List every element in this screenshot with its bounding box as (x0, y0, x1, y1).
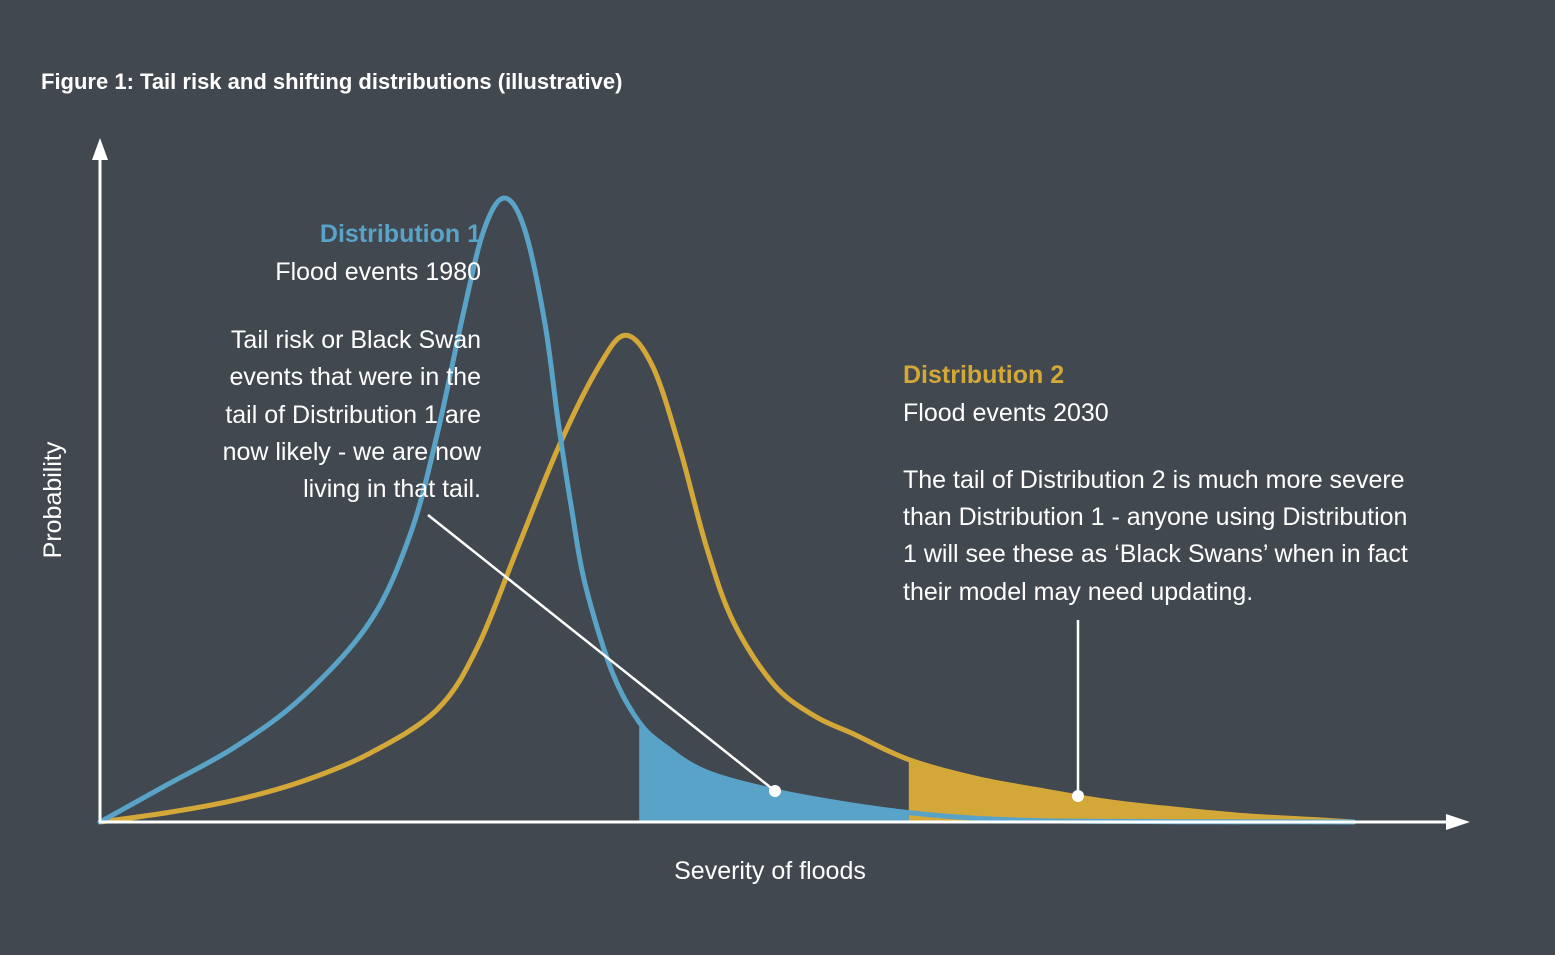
x-axis-label: Severity of floods (674, 857, 866, 885)
distribution-2-tail-shading (908, 759, 1354, 822)
annotation-2-line: their model may need updating. (903, 578, 1253, 606)
annotation-2-line: The tail of Distribution 2 is much more … (903, 466, 1405, 494)
annotation-2-leader-dot (1072, 790, 1084, 802)
distribution-1-subheading: Flood events 1980 (275, 258, 481, 286)
x-axis-arrow-icon (1446, 814, 1470, 830)
y-axis-arrow-icon (92, 138, 108, 160)
annotation-distribution-1: Distribution 1 Flood events 1980 Tail ri… (223, 220, 781, 797)
annotation-1-line: events that were in the (229, 363, 481, 391)
distribution-2-curve (97, 332, 1357, 825)
annotation-2-line: 1 will see these as ‘Black Swans’ when i… (903, 540, 1408, 568)
annotation-1-line: Tail risk or Black Swan (231, 326, 481, 354)
annotation-distribution-2: Distribution 2 Flood events 2030 The tai… (903, 361, 1408, 802)
distribution-1-tail-shading (639, 722, 909, 822)
distribution-2-subheading: Flood events 2030 (903, 399, 1109, 427)
distribution-1-heading: Distribution 1 (320, 220, 481, 248)
y-axis-label: Probability (39, 441, 67, 558)
annotation-1-leader-dot (769, 785, 781, 797)
figure-title: Figure 1: Tail risk and shifting distrib… (41, 69, 622, 94)
annotation-1-line: now likely - we are now (223, 438, 482, 466)
annotation-1-line: tail of Distribution 1 are (225, 401, 481, 429)
distribution-2-heading: Distribution 2 (903, 361, 1064, 389)
annotation-1-leader-line (427, 514, 776, 792)
annotation-2-line: than Distribution 1 - anyone using Distr… (903, 503, 1407, 531)
annotation-1-line: living in that tail. (303, 475, 481, 503)
